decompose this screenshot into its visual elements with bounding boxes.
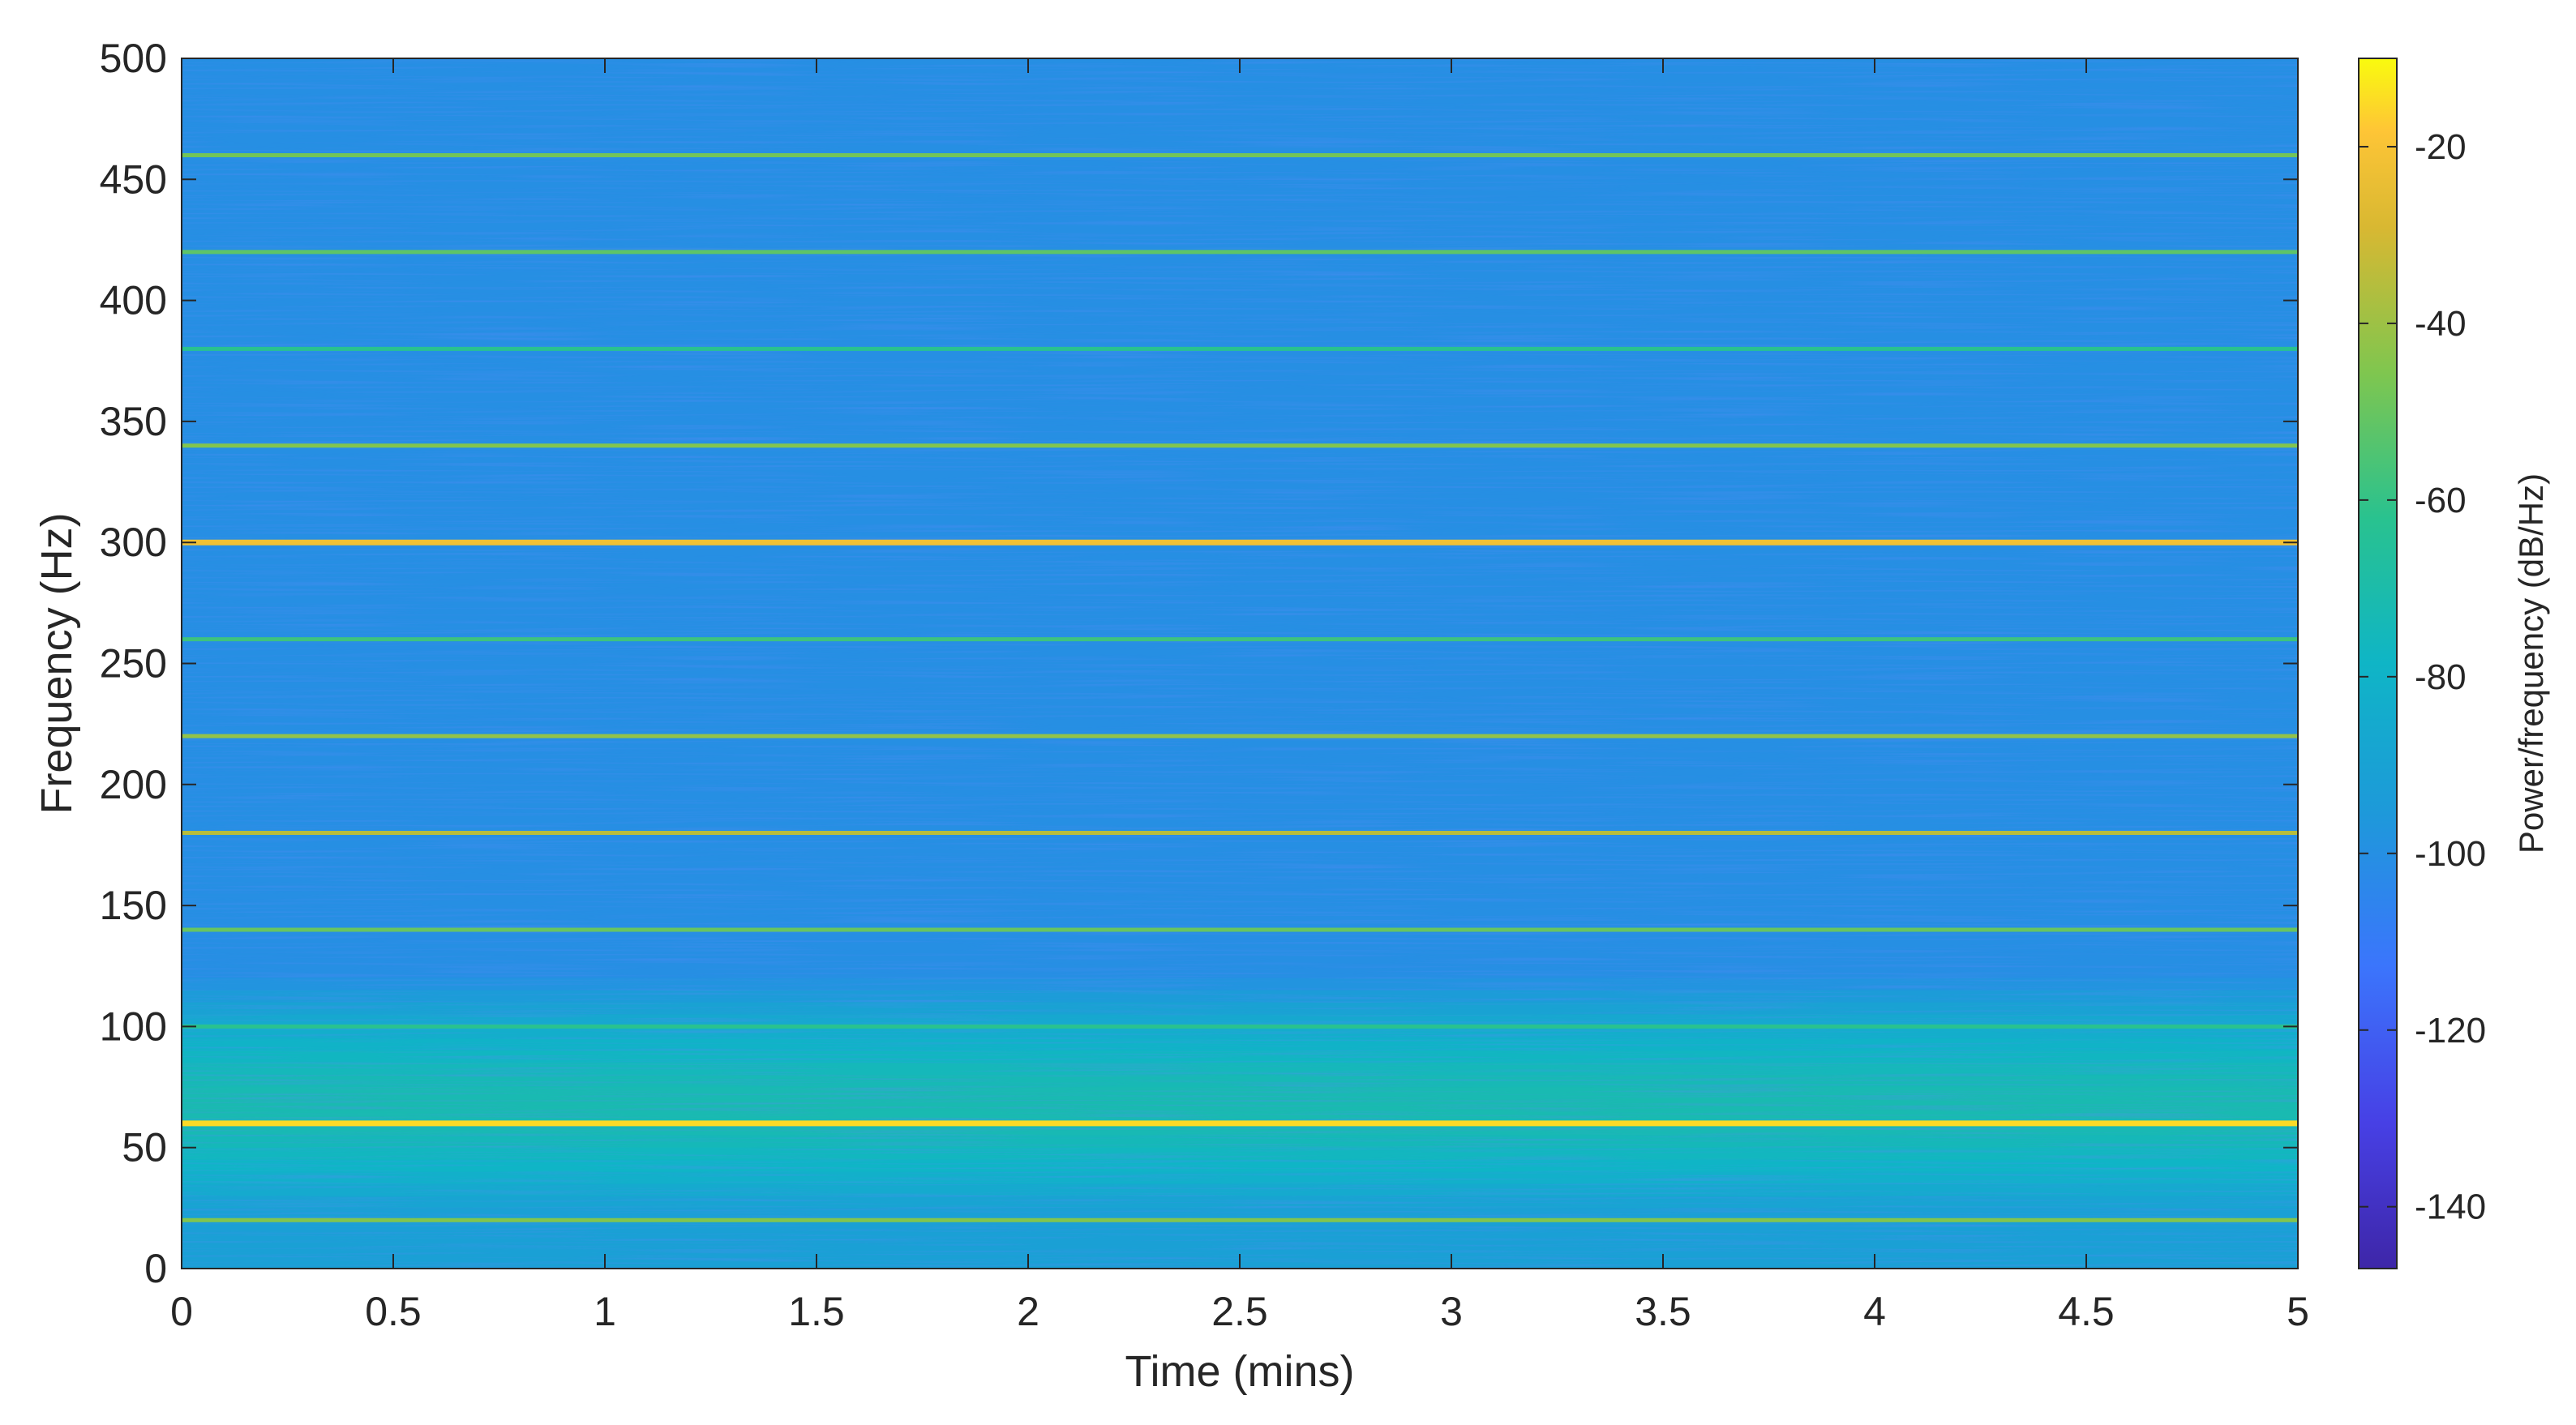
colorbar-tick-label: -120 (2415, 1011, 2486, 1051)
colorbar-tick-label: -60 (2415, 481, 2467, 520)
y-tick-label: 350 (100, 399, 167, 444)
y-tick-label: 150 (100, 883, 167, 928)
x-tick-label: 3.5 (1635, 1289, 1691, 1334)
colorbar-tick-label: -140 (2415, 1188, 2486, 1227)
x-axis-ticks: 0 0.5 1 1.5 2 2.5 3 3.5 4 4.5 5 (170, 58, 2309, 1334)
x-tick-label: 1.5 (788, 1289, 845, 1334)
colorbar-tick-label: -80 (2415, 657, 2467, 697)
colorbar-tick-label: -100 (2415, 834, 2486, 874)
x-tick-label: 2.5 (1211, 1289, 1268, 1334)
y-tick-label: 50 (122, 1125, 167, 1170)
y-axis-label: Frequency (Hz) (32, 512, 81, 814)
colorbar-ticks: -20 -40 -60 -80 -100 -120 -140 (2359, 127, 2486, 1227)
y-tick-label: 200 (100, 762, 167, 807)
y-tick-label: 300 (100, 520, 167, 565)
harmonic-lines (182, 152, 2298, 1222)
y-tick-label: 400 (100, 278, 167, 323)
x-tick-label: 4 (1863, 1289, 1886, 1334)
y-tick-label: 500 (100, 36, 167, 81)
colorbar-label: Power/frequency (dB/Hz) (2512, 473, 2550, 854)
x-tick-label: 3 (1440, 1289, 1463, 1334)
colorbar-tick-label: -20 (2415, 127, 2467, 167)
x-tick-label: 2 (1017, 1289, 1039, 1334)
y-tick-label: 100 (100, 1003, 167, 1049)
x-tick-label: 0.5 (365, 1289, 422, 1334)
y-axis-ticks: 0 50 100 150 200 250 300 350 400 450 500 (100, 36, 2298, 1291)
spectrogram-plot-area: 0 0.5 1 1.5 2 2.5 3 3.5 4 4.5 5 0 50 100 150 200 250 300… (32, 36, 2309, 1396)
y-tick-label: 250 (100, 641, 167, 687)
colorbar-gradient (2358, 58, 2398, 1269)
x-axis-label: Time (mins) (1125, 1347, 1355, 1396)
spectrogram-noise-texture (182, 58, 2298, 1269)
colorbar: -20 -40 -60 -80 -100 -120 -140 Power/frequency… (2358, 58, 2550, 1269)
y-tick-label: 0 (144, 1246, 167, 1291)
y-tick-label: 450 (100, 156, 167, 202)
x-tick-label: 0 (170, 1289, 193, 1334)
x-tick-label: 4.5 (2058, 1289, 2115, 1334)
x-tick-label: 5 (2287, 1289, 2309, 1334)
colorbar-tick-label: -40 (2415, 304, 2467, 344)
x-tick-label: 1 (594, 1289, 616, 1334)
